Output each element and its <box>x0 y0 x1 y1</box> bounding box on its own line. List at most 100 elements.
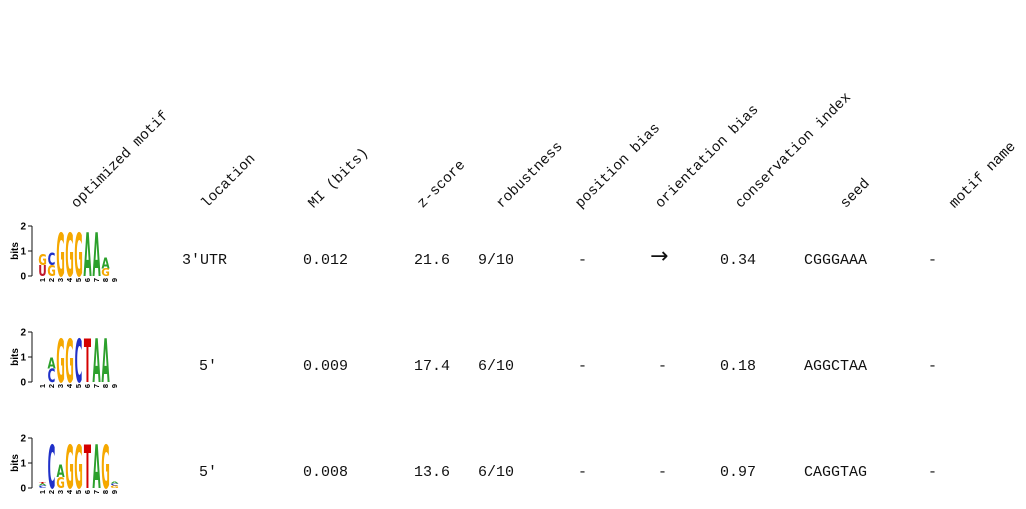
conservation-index-cell: 0.97 <box>720 464 757 481</box>
orientation-bias-cell: - <box>658 464 668 481</box>
location-cell: 5' <box>199 464 218 481</box>
logo-position-label: 2 <box>47 278 56 282</box>
orientation-bias-arrow-icon: → <box>650 244 669 269</box>
logo-position-label: 3 <box>56 384 65 388</box>
logo-position-label: 5 <box>74 384 83 388</box>
mi-bits-cell: 0.008 <box>303 464 349 481</box>
orientation-bias-cell: - <box>658 358 668 375</box>
header-z-score: z-score <box>414 157 470 212</box>
logo-letter: C <box>39 485 47 489</box>
logo-y-tick-label: 0 <box>20 272 26 283</box>
z-score-cell: 17.4 <box>414 358 451 375</box>
logo-position-label: 5 <box>74 278 83 282</box>
table-row: bits 2 1 0 1 C A 2 G 3 G 4 C 5 T 6 A 7 A 8 9 5' 0.009 17.4 6… <box>0 324 1026 395</box>
logo-letter: T <box>39 482 47 484</box>
logo-letter: U <box>38 263 47 281</box>
logo-letter: A <box>92 434 100 500</box>
motif-name-cell: - <box>928 252 938 269</box>
logo-position-label: 1 <box>38 490 47 494</box>
mi-bits-cell: 0.012 <box>303 252 349 269</box>
motif-name-cell: - <box>928 358 938 375</box>
logo-position-label: 6 <box>83 278 92 282</box>
logo-ylabel: bits <box>10 242 21 260</box>
logo-position-label: 2 <box>47 384 56 388</box>
seed-cell: AGGCTAA <box>804 358 868 375</box>
logo-position-label: 3 <box>56 490 65 494</box>
logo-letter: C <box>111 483 119 486</box>
logo-letter: G <box>56 222 65 288</box>
header-optimized-motif: optimized motif <box>68 108 173 212</box>
position-bias-cell: - <box>578 464 588 481</box>
logo-y-tick-label: 1 <box>20 459 26 470</box>
logo-position-label: 4 <box>65 383 74 388</box>
table-row: bits 2 1 0 U G 1 G C 2 G 3 G 4 G 5 A 6 A 7 G A 8 9 3'UTR 0.012 … <box>0 218 1026 289</box>
logo-letter: G <box>38 252 47 270</box>
logo-letter: A <box>101 256 110 274</box>
logo-position-label: 6 <box>83 490 92 494</box>
robustness-cell: 6/10 <box>478 464 515 481</box>
logo-position-label: 8 <box>101 384 110 388</box>
logo-letter: A <box>38 483 46 486</box>
logo-letter: A <box>101 328 109 394</box>
logo-position-label: 1 <box>38 278 47 282</box>
logo-letter: A <box>110 481 118 484</box>
logo-y-tick-label: 2 <box>20 328 26 339</box>
location-cell: 3'UTR <box>182 252 228 269</box>
conservation-index-cell: 0.34 <box>720 252 757 269</box>
logo-y-tick-label: 1 <box>20 353 26 364</box>
logo-y-tick-label: 2 <box>20 222 26 233</box>
logo-position-label: 7 <box>92 384 101 388</box>
logo-letter: G <box>47 263 56 281</box>
logo-letter: G <box>56 328 65 394</box>
seed-cell: CGGGAAA <box>804 252 868 269</box>
logo-letter: A <box>83 222 91 288</box>
seed-cell: CAGGTAG <box>804 464 868 481</box>
header-robustness: robustness <box>493 139 567 212</box>
logo-letter: A <box>92 222 100 288</box>
logo-letter: G <box>56 475 65 493</box>
conservation-index-cell: 0.18 <box>720 358 757 375</box>
logo-y-tick-label: 0 <box>20 484 26 495</box>
logo-position-label: 3 <box>56 278 65 282</box>
logo-position-label: 7 <box>92 490 101 494</box>
logo-y-tick-label: 2 <box>20 434 26 445</box>
logo-letter: G <box>74 222 83 288</box>
logo-position-label: 9 <box>110 490 119 494</box>
z-score-cell: 21.6 <box>414 252 451 269</box>
header-location: location <box>198 151 260 212</box>
logo-position-label: 2 <box>47 490 56 494</box>
logo-letter: C <box>75 328 83 394</box>
logo-letter: T <box>84 434 91 500</box>
logo-letter: G <box>65 222 74 288</box>
logo-letter: A <box>56 462 64 481</box>
logo-position-label: 4 <box>65 489 74 494</box>
header-position-bias: position bias <box>572 120 664 212</box>
logo-letter: C <box>48 365 56 387</box>
table-row: bits 2 1 0 C A T 1 C 2 G A 3 G 4 G 5 T 6 A 7 G 8 G C A 9 5' 0.008 … <box>0 430 1026 501</box>
logo-letter: T <box>84 328 91 394</box>
logo-letter: G <box>101 267 110 279</box>
logo-y-tick-label: 0 <box>20 378 26 389</box>
z-score-cell: 13.6 <box>414 464 451 481</box>
header-motif-name: motif name <box>946 139 1020 212</box>
logo-position-label: 8 <box>101 490 110 494</box>
logo-y-tick-label: 1 <box>20 247 26 258</box>
logo-letter: G <box>110 485 119 489</box>
logo-position-label: 6 <box>83 384 92 388</box>
mi-bits-cell: 0.009 <box>303 358 349 375</box>
position-bias-cell: - <box>578 252 588 269</box>
robustness-cell: 9/10 <box>478 252 515 269</box>
logo-letter: C <box>48 250 56 269</box>
logo-position-label: 7 <box>92 278 101 282</box>
logo-letter: G <box>74 434 83 500</box>
logo-ylabel: bits <box>10 348 21 366</box>
logo-letter: A <box>47 355 56 373</box>
logo-position-label: 9 <box>110 384 119 388</box>
logo-letter: C <box>48 434 56 500</box>
logo-position-label: 5 <box>74 490 83 494</box>
logo-letter: G <box>65 328 74 394</box>
logo-position-label: 4 <box>65 277 74 282</box>
